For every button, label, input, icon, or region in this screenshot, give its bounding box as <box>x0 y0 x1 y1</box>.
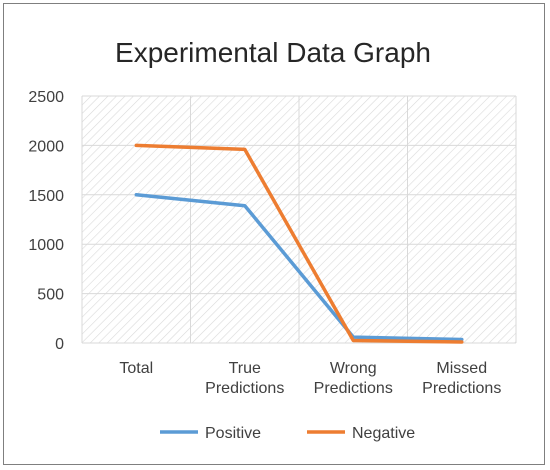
x-tick-label: Total <box>119 360 153 377</box>
series-line-positive <box>134 193 464 342</box>
x-tick-label: Missed Predictions <box>422 360 501 397</box>
x-axis: Total True Predictions Wrong Predictions Miss… <box>119 360 501 397</box>
legend-label-positive: Positive <box>205 425 261 442</box>
y-tick-label: 1500 <box>28 188 64 205</box>
legend-label-negative: Negative <box>352 425 415 442</box>
y-tick-label: 0 <box>55 336 64 353</box>
y-tick-label: 2000 <box>28 138 64 155</box>
series-line-negative <box>134 143 464 344</box>
legend: Positive Negative <box>160 425 415 442</box>
y-tick-label: 2500 <box>28 89 64 106</box>
x-tick-label: Wrong Predictions <box>314 360 393 397</box>
y-tick-label: 500 <box>37 287 64 304</box>
series-lines <box>134 143 464 344</box>
y-tick-label: 1000 <box>28 237 64 254</box>
x-tick-label: True Predictions <box>205 360 284 397</box>
chart-title: Experimental Data Graph <box>115 37 431 68</box>
y-axis: 0 500 1000 1500 2000 2500 <box>28 89 64 353</box>
